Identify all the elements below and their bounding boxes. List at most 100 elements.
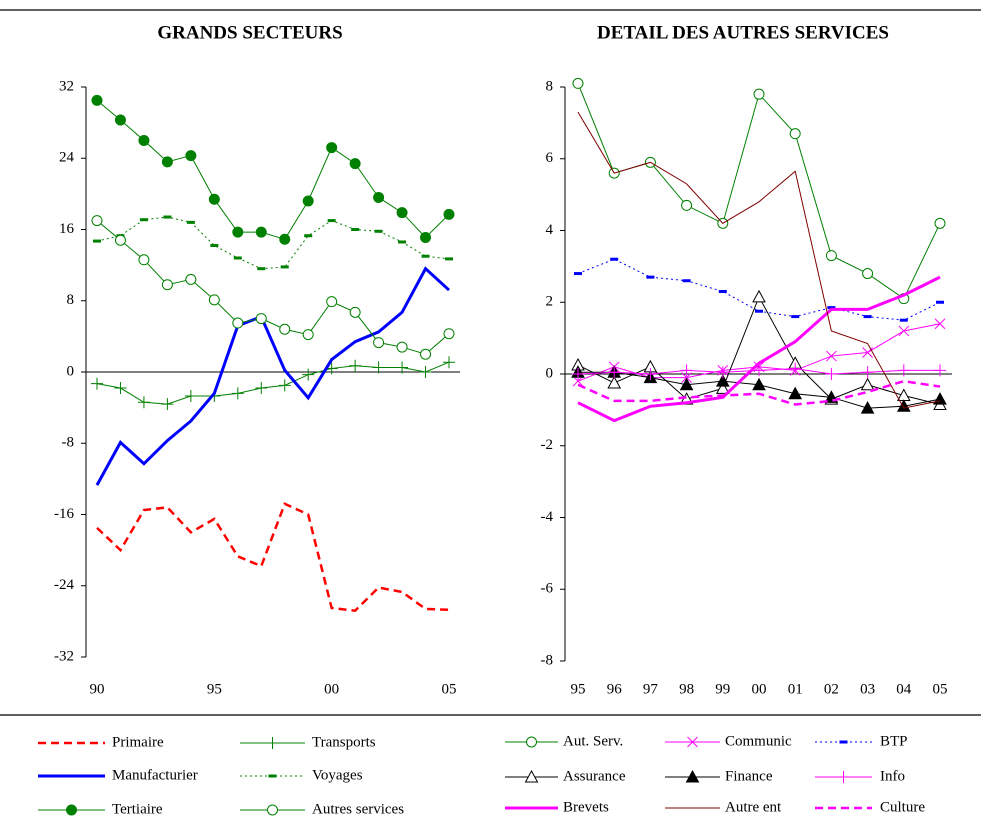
marker (753, 364, 765, 377)
marker (232, 226, 244, 238)
marker (443, 356, 455, 369)
marker (304, 234, 313, 238)
x-tick-label: 03 (860, 681, 875, 697)
marker (837, 771, 850, 783)
marker (443, 208, 455, 220)
series-line (96, 502, 450, 612)
marker (66, 804, 77, 816)
legend-label: Voyages (312, 767, 363, 783)
y-tick-label: -24 (54, 577, 74, 593)
marker (839, 740, 848, 744)
marker (138, 134, 150, 146)
marker (137, 396, 150, 409)
legend-label: Aut. Serv. (563, 733, 623, 749)
x-tick-label: 90 (90, 681, 105, 697)
x-tick-label: 95 (207, 681, 222, 697)
y-tick-label: 16 (59, 221, 75, 237)
marker (421, 254, 430, 258)
marker (716, 366, 729, 379)
marker (266, 737, 279, 749)
y-tick-label: 24 (59, 150, 75, 166)
marker (718, 289, 727, 293)
marker (715, 374, 730, 387)
marker (898, 325, 910, 337)
y-tick-label: 0 (67, 363, 75, 379)
marker (572, 77, 584, 89)
marker (185, 273, 197, 285)
marker (161, 398, 174, 411)
marker (302, 368, 315, 381)
marker (862, 268, 874, 280)
marker (825, 250, 837, 262)
marker (860, 377, 875, 391)
series-line (96, 99, 450, 240)
marker (373, 337, 385, 349)
x-tick-label: 04 (896, 681, 912, 697)
x-tick-label: 95 (571, 681, 586, 697)
marker (899, 318, 908, 322)
marker (374, 229, 383, 233)
marker (897, 364, 910, 377)
legend-label: Autres services (312, 801, 404, 817)
legend-label: Tertiaire (112, 801, 163, 817)
marker (680, 364, 693, 377)
marker (572, 375, 584, 387)
marker (788, 386, 803, 400)
marker (208, 193, 220, 205)
marker (349, 359, 362, 372)
marker (681, 372, 692, 383)
series-line (95, 266, 451, 486)
marker (682, 279, 691, 283)
marker (572, 368, 584, 380)
marker (91, 377, 103, 390)
marker (860, 401, 875, 414)
marker (752, 377, 766, 391)
marker (443, 328, 455, 340)
marker (396, 361, 409, 374)
y-tick-label: 4 (546, 222, 554, 238)
x-tick-label: 97 (643, 681, 659, 697)
marker (608, 366, 621, 379)
marker (445, 257, 453, 261)
legend-label: BTP (880, 733, 908, 749)
series-line (96, 361, 450, 405)
marker (610, 257, 619, 261)
marker (210, 244, 219, 248)
marker (255, 226, 267, 238)
x-tick-label: 00 (324, 681, 339, 697)
y-tick-label: 8 (67, 292, 75, 308)
y-tick-label: 32 (59, 78, 74, 94)
marker (278, 379, 291, 392)
marker (574, 272, 582, 276)
chart-title: DETAIL DES AUTRES SERVICES (597, 22, 889, 43)
x-tick-label: 96 (607, 681, 623, 697)
legend-label: Manufacturier (112, 767, 198, 783)
marker (161, 279, 173, 291)
marker (326, 296, 338, 308)
marker (896, 399, 911, 412)
marker (419, 366, 432, 378)
marker (789, 362, 802, 375)
marker (349, 306, 361, 318)
marker (526, 736, 537, 748)
marker (934, 364, 946, 377)
x-tick-label: 01 (788, 681, 803, 697)
x-tick-label: 05 (933, 681, 948, 697)
marker (373, 191, 385, 203)
marker (607, 375, 622, 389)
marker (279, 233, 291, 245)
marker (302, 329, 314, 341)
marker (280, 265, 289, 269)
marker (752, 289, 766, 303)
series-line (577, 379, 941, 406)
marker (93, 239, 101, 243)
marker (231, 387, 244, 400)
marker (91, 94, 103, 106)
marker (396, 207, 408, 219)
y-tick-label: -8 (541, 652, 554, 668)
y-tick-label: -6 (541, 581, 554, 597)
marker (715, 381, 730, 394)
marker (644, 368, 657, 380)
marker (349, 158, 361, 170)
marker (208, 294, 220, 306)
